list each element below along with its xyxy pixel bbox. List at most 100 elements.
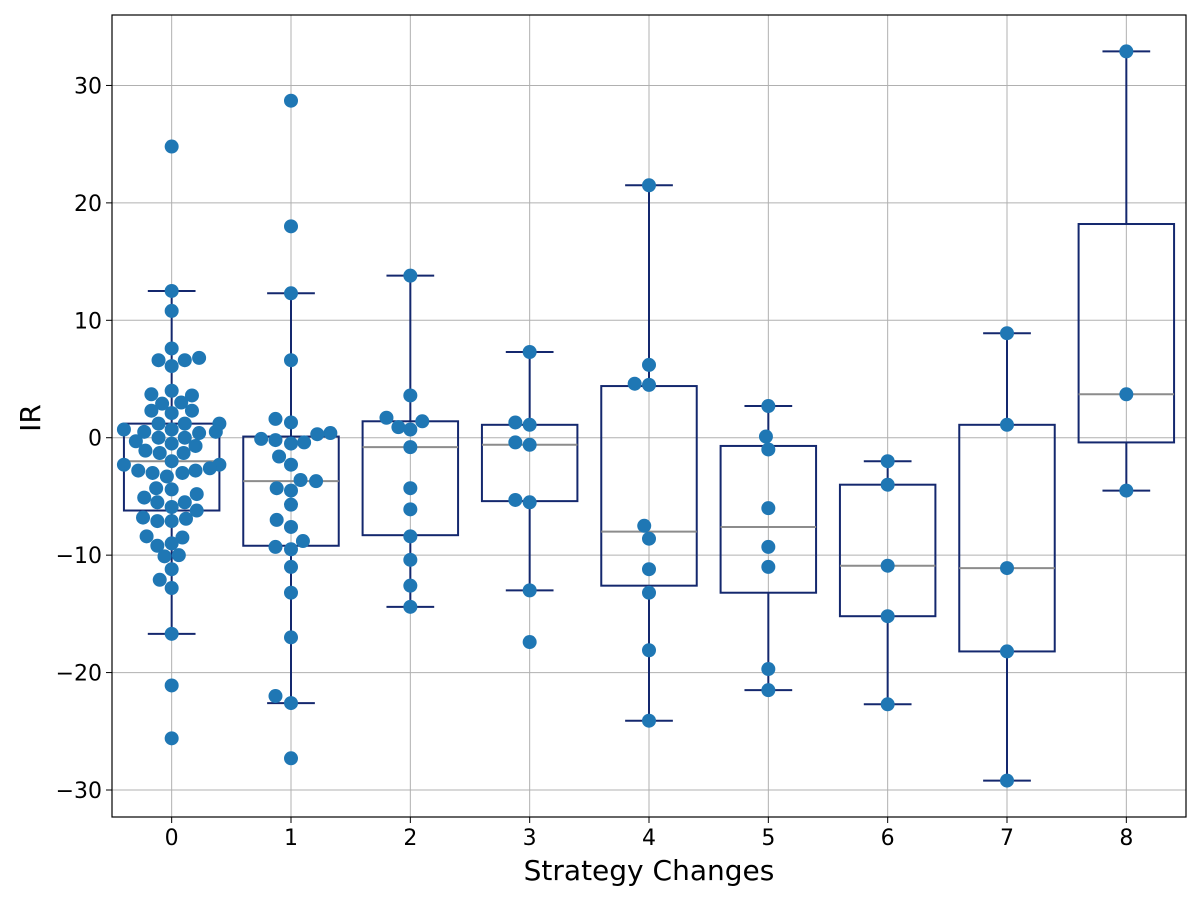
data-point: [164, 422, 179, 437]
data-point: [761, 501, 776, 516]
data-point: [164, 536, 179, 551]
data-point: [403, 422, 418, 437]
data-point: [164, 341, 179, 356]
data-point: [268, 433, 283, 448]
data-point: [403, 268, 418, 283]
x-tick-label: 1: [284, 826, 298, 851]
data-point: [293, 472, 308, 487]
data-point: [164, 454, 179, 469]
x-tick-label: 7: [1000, 826, 1014, 851]
data-point: [174, 395, 189, 410]
data-point: [284, 353, 298, 368]
data-point: [880, 454, 895, 469]
data-point: [144, 387, 159, 402]
data-point: [284, 436, 298, 451]
data-point: [1000, 561, 1014, 576]
data-point: [642, 585, 656, 600]
y-tick-label: 0: [88, 427, 102, 452]
data-point: [323, 426, 338, 441]
data-point: [284, 93, 298, 108]
data-point: [642, 562, 656, 577]
x-tick-label: 3: [523, 826, 537, 851]
data-point: [208, 424, 223, 439]
data-point: [177, 430, 192, 445]
data-point: [152, 572, 167, 587]
data-point: [138, 443, 153, 458]
x-tick-label: 8: [1119, 826, 1133, 851]
data-point: [627, 376, 642, 391]
y-tick-label: −10: [56, 544, 102, 569]
data-point: [1000, 773, 1014, 788]
data-point: [171, 548, 186, 563]
data-point: [164, 406, 179, 421]
y-tick-label: 10: [74, 309, 102, 334]
data-point: [761, 559, 776, 574]
data-point: [202, 461, 217, 476]
y-tick-label: 20: [74, 192, 102, 217]
data-point: [403, 599, 418, 614]
data-point: [1000, 644, 1014, 659]
x-tick-labels: 0 1 2 3 4 5 6 7 8: [165, 817, 1133, 851]
data-point: [508, 435, 523, 450]
x-tick-label: 0: [165, 826, 179, 851]
x-tick-label: 6: [881, 826, 895, 851]
data-point: [164, 139, 179, 154]
data-point: [284, 219, 298, 234]
data-point: [164, 581, 179, 596]
data-point: [761, 442, 776, 457]
data-point: [761, 399, 776, 414]
data-point: [189, 503, 204, 518]
data-point: [149, 481, 164, 496]
data-point: [403, 578, 418, 593]
data-point: [642, 357, 656, 372]
data-point: [403, 388, 418, 403]
data-point: [155, 396, 170, 411]
data-point: [284, 585, 298, 600]
x-tick-label: 2: [403, 826, 417, 851]
data-point: [177, 416, 192, 431]
data-point: [164, 500, 179, 515]
data-point: [164, 562, 179, 577]
y-tick-label: 30: [74, 74, 102, 99]
data-points: [116, 44, 1134, 788]
data-point: [192, 426, 207, 441]
data-point: [403, 440, 418, 455]
data-point: [116, 422, 131, 437]
data-point: [151, 353, 166, 368]
data-point: [175, 465, 190, 480]
data-point: [758, 429, 773, 444]
data-point: [880, 609, 895, 624]
data-point: [268, 411, 283, 426]
data-point: [880, 558, 895, 573]
data-point: [284, 542, 298, 557]
data-point: [295, 534, 310, 549]
data-point: [164, 359, 179, 374]
data-point: [508, 415, 523, 430]
data-point: [177, 495, 192, 510]
data-point: [137, 424, 152, 439]
data-point: [403, 481, 418, 496]
x-tick-label: 4: [642, 826, 656, 851]
data-point: [403, 529, 418, 544]
data-point: [508, 492, 523, 507]
data-point: [189, 487, 204, 502]
data-point: [184, 388, 199, 403]
data-point: [150, 495, 165, 510]
data-point: [176, 445, 191, 460]
data-point: [152, 445, 167, 460]
data-point: [164, 283, 179, 298]
data-point: [1119, 387, 1134, 402]
data-point: [284, 751, 298, 766]
data-point: [880, 477, 895, 492]
box: [1077, 223, 1176, 444]
data-point: [1000, 417, 1014, 432]
data-point: [137, 490, 152, 505]
data-point: [522, 635, 537, 650]
data-point: [642, 377, 656, 392]
data-point: [642, 643, 656, 658]
data-point: [284, 483, 298, 498]
data-point: [642, 531, 656, 546]
data-point: [150, 514, 165, 529]
data-point: [284, 457, 298, 472]
data-point: [272, 449, 287, 464]
